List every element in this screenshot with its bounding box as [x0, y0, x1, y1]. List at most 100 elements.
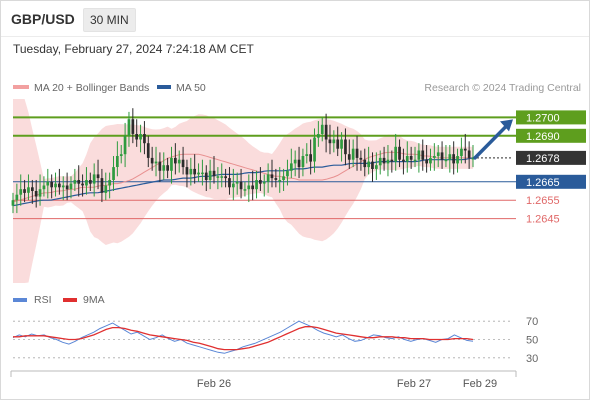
candle-body — [305, 154, 309, 156]
candle-body — [297, 159, 301, 168]
candle-body — [220, 176, 224, 178]
candle-body — [96, 174, 100, 179]
candle-body — [224, 176, 227, 179]
rsi-legend-swatch — [13, 298, 27, 302]
level-label-1.2645: 1.2645 — [526, 214, 560, 226]
bollinger-band — [13, 99, 473, 283]
candle-body — [34, 191, 38, 197]
timeframe-button[interactable]: 30 MIN — [83, 8, 136, 32]
candle-body — [413, 159, 417, 162]
candle-body — [405, 156, 409, 162]
candle-body — [243, 189, 247, 191]
candle-body — [146, 143, 150, 158]
candle-body — [274, 178, 278, 180]
candle-body — [259, 180, 262, 184]
level-badge-1.2690 — [516, 128, 586, 143]
candle-body — [177, 159, 181, 164]
candle-body — [409, 156, 413, 160]
candle-body — [65, 185, 69, 190]
candle-body — [293, 159, 297, 164]
candle-body — [108, 180, 111, 186]
candle-body — [286, 170, 289, 177]
candle-body — [328, 139, 332, 144]
candle-body — [247, 185, 251, 190]
candle-body — [69, 183, 73, 190]
candle-body — [181, 159, 185, 168]
candle-body — [135, 134, 138, 140]
candle-body — [19, 189, 23, 195]
x-axis: Feb 26 Feb 27 Feb 29 — [10, 370, 517, 390]
candle-body — [436, 152, 440, 157]
candle-body — [398, 146, 401, 160]
ma9-legend-label: 9MA — [83, 294, 105, 306]
candle-body — [170, 157, 173, 171]
candle-body — [162, 165, 166, 171]
bollinger-legend-swatch — [13, 85, 29, 89]
rsi-tick-30: 30 — [526, 353, 538, 365]
candle-body — [154, 161, 158, 164]
source-credit: Research © 2024 Trading Central — [424, 82, 581, 94]
candle-body — [166, 165, 169, 171]
candle-body — [42, 185, 46, 190]
candle-body — [38, 189, 42, 197]
candle-body — [73, 180, 77, 184]
candle-body — [15, 194, 19, 201]
candle-body — [313, 137, 316, 162]
rsi-legend-label: RSI — [34, 294, 52, 306]
candle-body — [185, 167, 189, 175]
candle-body — [158, 161, 162, 171]
level-badge-1.2665 — [516, 174, 586, 189]
candle-body — [390, 159, 394, 162]
candle-body — [116, 156, 119, 167]
candle-body — [266, 174, 270, 182]
candle-body — [251, 185, 254, 190]
candle-body — [463, 148, 467, 151]
ma9-legend-swatch — [63, 298, 77, 302]
candle-body — [448, 154, 452, 160]
candle-body — [193, 168, 196, 175]
projection-arrow — [473, 121, 511, 160]
candle-body — [278, 180, 282, 182]
rsi-tick-70: 70 — [526, 316, 538, 328]
candle-body — [216, 176, 220, 178]
candle-body — [440, 152, 444, 160]
candle-body — [290, 163, 293, 171]
candle-body — [61, 185, 65, 188]
candle-body — [27, 187, 30, 193]
candle-body — [85, 180, 88, 186]
candle-body — [131, 119, 135, 134]
candle-body — [119, 154, 123, 156]
candle-body — [332, 139, 336, 144]
rsi-series-9ma — [13, 326, 474, 351]
ma50-legend-label: MA 50 — [176, 82, 206, 94]
candle-body — [340, 139, 343, 149]
level-label-1.2678: 1.2678 — [526, 153, 560, 165]
level-label-1.2665: 1.2665 — [526, 177, 560, 189]
candle-body — [228, 178, 231, 188]
candle-body — [54, 183, 57, 188]
x-tick-label: Feb 26 — [197, 378, 231, 390]
candle-body — [378, 157, 382, 166]
level-badge-1.2700 — [516, 110, 586, 125]
candle-body — [320, 124, 324, 134]
candle-body — [89, 180, 92, 184]
rsi-plot-area: 70 50 30 — [12, 316, 538, 365]
candle-body — [460, 148, 463, 157]
currency-pair-title: GBP/USD — [11, 11, 75, 27]
candle-body — [347, 154, 351, 160]
candle-body — [471, 157, 475, 160]
candle-body — [452, 154, 455, 164]
candle-body — [433, 156, 436, 158]
candle-body — [77, 180, 81, 184]
candle-body — [143, 134, 146, 144]
candle-body — [239, 181, 243, 190]
candle-body — [208, 170, 212, 180]
candle-body — [232, 183, 235, 188]
candle-body — [127, 119, 131, 136]
candle-body — [23, 189, 26, 193]
candle-body — [351, 148, 355, 160]
header-divider — [1, 36, 589, 37]
candle-body — [359, 157, 363, 160]
level-label-1.2690: 1.2690 — [526, 131, 560, 143]
